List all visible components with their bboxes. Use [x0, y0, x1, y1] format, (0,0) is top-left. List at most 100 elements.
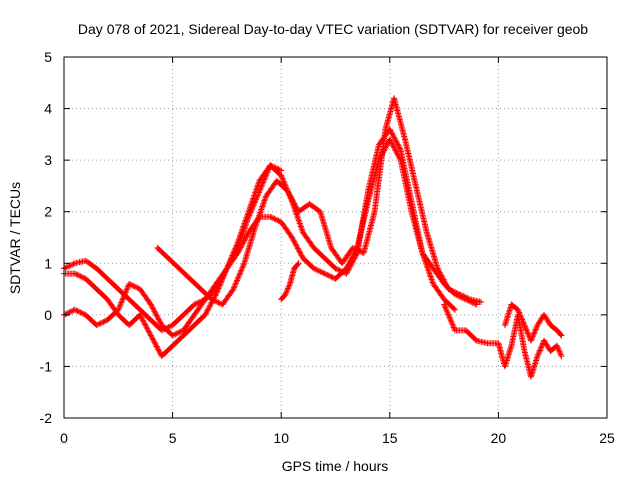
data-point [213, 291, 220, 298]
data-point-trail [339, 246, 355, 265]
data-point-trail [397, 158, 415, 214]
data-point [71, 270, 78, 277]
data-point-trail [435, 266, 451, 291]
data-point-trail [241, 225, 258, 265]
data-point-trail [333, 266, 349, 281]
data-point-trail [181, 302, 197, 317]
data-point-trail [554, 328, 564, 338]
y-tick-label: 1 [44, 255, 52, 271]
data-point-trail [268, 214, 283, 225]
data-point [349, 244, 356, 251]
data-point-trail [257, 163, 273, 183]
data-point-trail [548, 323, 559, 333]
data-point-trail [159, 343, 175, 359]
data-point-trail [105, 297, 121, 317]
data-point [278, 172, 285, 179]
data-point-trail [441, 302, 458, 332]
x-axis-label: GPS time / hours [282, 458, 389, 474]
data-point-trail [300, 230, 316, 250]
data-point [191, 301, 198, 308]
data-point [445, 286, 452, 293]
data-point-trail [287, 266, 297, 286]
grid-lines [64, 57, 607, 418]
data-point [456, 291, 463, 298]
data-point-trail [361, 210, 378, 255]
data-point [534, 353, 541, 360]
data-point [441, 301, 448, 308]
y-tick-label: -2 [40, 410, 53, 426]
data-point [527, 337, 534, 344]
data-point [158, 327, 165, 334]
data-point-trail [365, 158, 382, 203]
data-point-trail [235, 215, 252, 250]
data-point [514, 306, 521, 313]
data-point-trail [279, 220, 295, 240]
data-point-trail [220, 287, 236, 307]
data-point [558, 332, 565, 339]
data-point [245, 208, 252, 215]
data-point-trail [137, 287, 153, 307]
data-point [554, 342, 561, 349]
data-point-trail [289, 235, 306, 260]
data-point [230, 286, 237, 293]
data-point-trail [515, 308, 527, 327]
data-point-trail [252, 194, 269, 229]
data-point-trail [312, 266, 327, 276]
data-point-trail [62, 260, 77, 271]
data-point-trail [528, 354, 541, 379]
data-point-trail [73, 307, 88, 318]
data-point-trail [442, 297, 457, 312]
x-tick-label: 20 [491, 430, 507, 446]
y-tick-label: 4 [44, 101, 52, 117]
data-point-trail [420, 251, 436, 271]
data-point-trail [83, 276, 99, 292]
data-point-trail [387, 137, 403, 162]
data-point-trail [292, 261, 301, 271]
data-point [267, 162, 274, 169]
y-tick-label: 3 [44, 152, 52, 168]
data-point-trail [127, 281, 142, 292]
data-point-trail [115, 282, 132, 312]
data-point-trail [509, 302, 520, 312]
data-point-trail [431, 266, 447, 286]
data-point [332, 265, 339, 272]
data-point-trail [105, 276, 121, 292]
y-tick-label: 2 [44, 204, 52, 220]
series-track-4 [154, 95, 485, 308]
data-point [126, 280, 133, 287]
data-point-trail [307, 201, 323, 214]
data-point [521, 322, 528, 329]
data-point-trail [354, 199, 371, 250]
series-track-7 [501, 301, 565, 344]
data-point-trail [127, 297, 142, 312]
data-point [321, 270, 328, 277]
x-tick-label: 0 [60, 430, 68, 446]
data-point [451, 306, 458, 313]
y-axis-label: SDTVAR / TECUs [7, 182, 23, 294]
data-point-trail [391, 96, 408, 141]
data-point-trail [246, 179, 262, 214]
series-track-5 [278, 260, 302, 303]
x-tick-label: 15 [382, 430, 398, 446]
data-point-trail [138, 307, 153, 322]
data-point-trail [528, 323, 540, 343]
data-point-trail [198, 287, 214, 302]
data-point-trail [268, 162, 283, 173]
data-point-trail [137, 313, 154, 338]
data-point-trail [170, 312, 186, 328]
plot-frame [63, 56, 608, 419]
data-point [169, 332, 176, 339]
data-point [434, 265, 441, 272]
data-point [208, 296, 215, 303]
data-point-trail [181, 323, 197, 338]
data-point-trail [94, 287, 110, 302]
data-point-trail [274, 178, 290, 194]
data-point-trail [181, 313, 197, 333]
data-point-trail [94, 317, 110, 328]
data-point-trail [94, 266, 110, 281]
data-point-trail [155, 245, 171, 261]
data-point-trail [235, 230, 251, 255]
data-point-trail [73, 271, 88, 282]
data-point [137, 311, 144, 318]
